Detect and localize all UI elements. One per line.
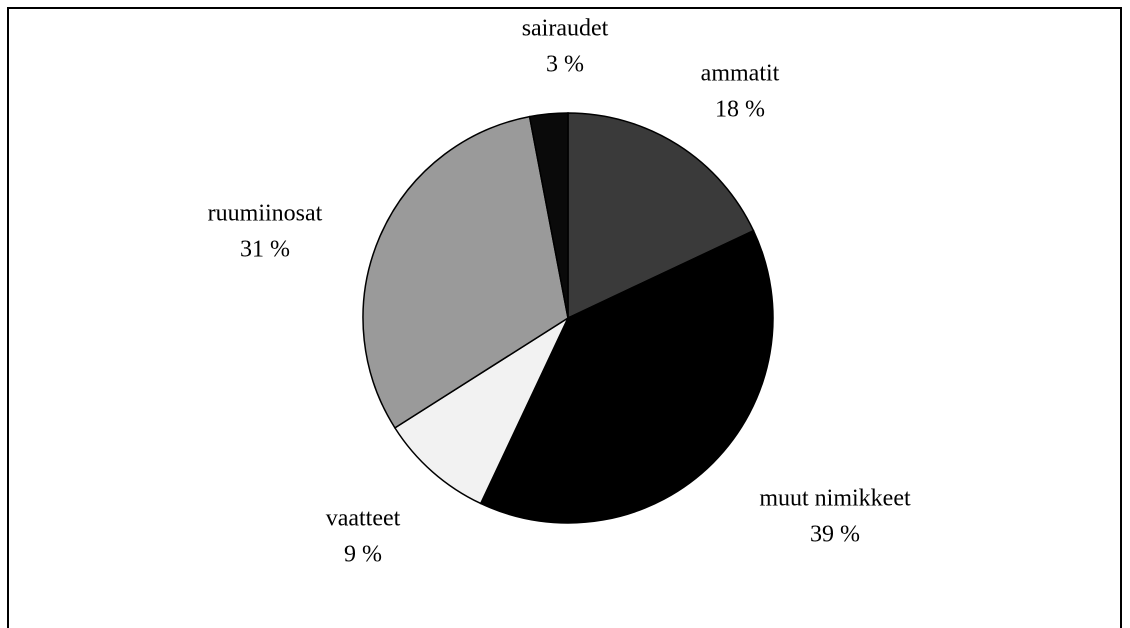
slice-label: muut nimikkeet bbox=[759, 486, 911, 512]
pie-slice bbox=[528, 112, 569, 319]
slice-value-label: 39 % bbox=[810, 522, 860, 548]
slice-value-label: 9 % bbox=[344, 542, 382, 568]
pie-slice bbox=[362, 115, 569, 429]
slice-value-label: 31 % bbox=[240, 237, 290, 263]
slice-label: vaatteet bbox=[326, 506, 401, 532]
slice-label: ammatit bbox=[701, 61, 780, 87]
pie-slice bbox=[567, 112, 755, 320]
slice-label: ruumiinosat bbox=[208, 201, 323, 227]
slice-value-label: 3 % bbox=[546, 52, 584, 78]
slice-label: sairaudet bbox=[522, 16, 609, 42]
pie-slice bbox=[393, 315, 570, 505]
slice-value-label: 18 % bbox=[715, 97, 765, 123]
pie-slice bbox=[479, 229, 774, 524]
